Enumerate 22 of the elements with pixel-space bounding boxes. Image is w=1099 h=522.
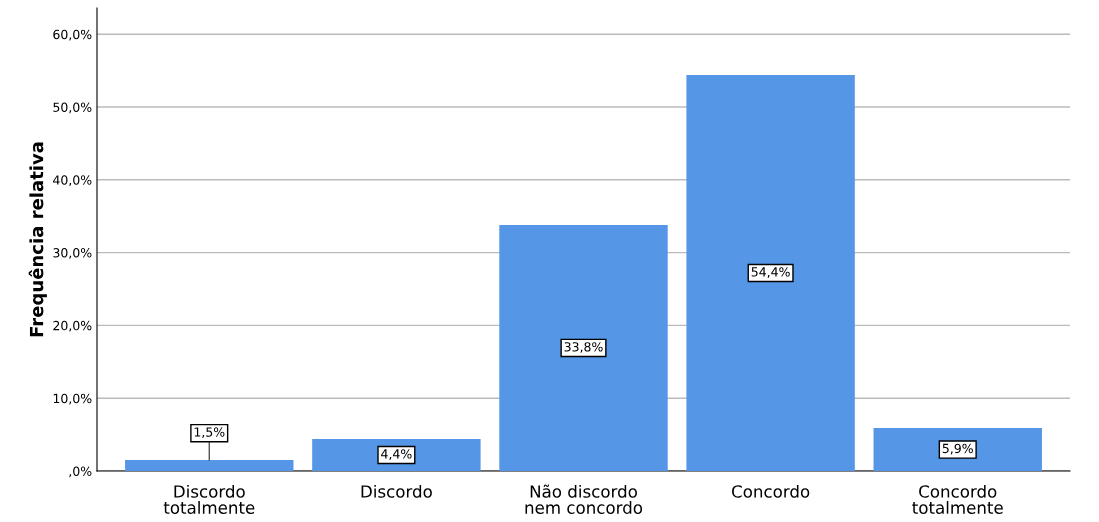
bar <box>499 224 668 471</box>
y-axis-title: Frequência relativa <box>28 142 47 337</box>
bar <box>873 428 1042 471</box>
x-tick-label: Discordo totalmente <box>163 484 255 514</box>
data-label: 33,8% <box>564 342 603 353</box>
y-tick-label: 20,0% <box>53 320 92 332</box>
y-tick-label: 10,0% <box>53 393 92 405</box>
x-tick-label: Concordo totalmente <box>912 484 1003 514</box>
y-tick-label: 50,0% <box>53 102 92 114</box>
x-tick-label: Discordo <box>361 484 432 498</box>
data-label: 1,5% <box>194 427 225 439</box>
data-label: 4,4% <box>381 449 412 460</box>
data-label: 5,9% <box>942 443 973 455</box>
x-tick-label: Concordo <box>732 484 810 498</box>
y-tick-label: ,0% <box>69 466 92 478</box>
bar <box>686 74 855 471</box>
bar <box>125 460 294 471</box>
data-label: 54,4% <box>751 267 790 278</box>
y-tick-label: 60,0% <box>53 29 92 41</box>
x-tick-label: Não discordo nem concordo <box>525 484 643 514</box>
y-tick-label: 40,0% <box>53 175 92 187</box>
y-tick-label: 30,0% <box>53 248 92 259</box>
